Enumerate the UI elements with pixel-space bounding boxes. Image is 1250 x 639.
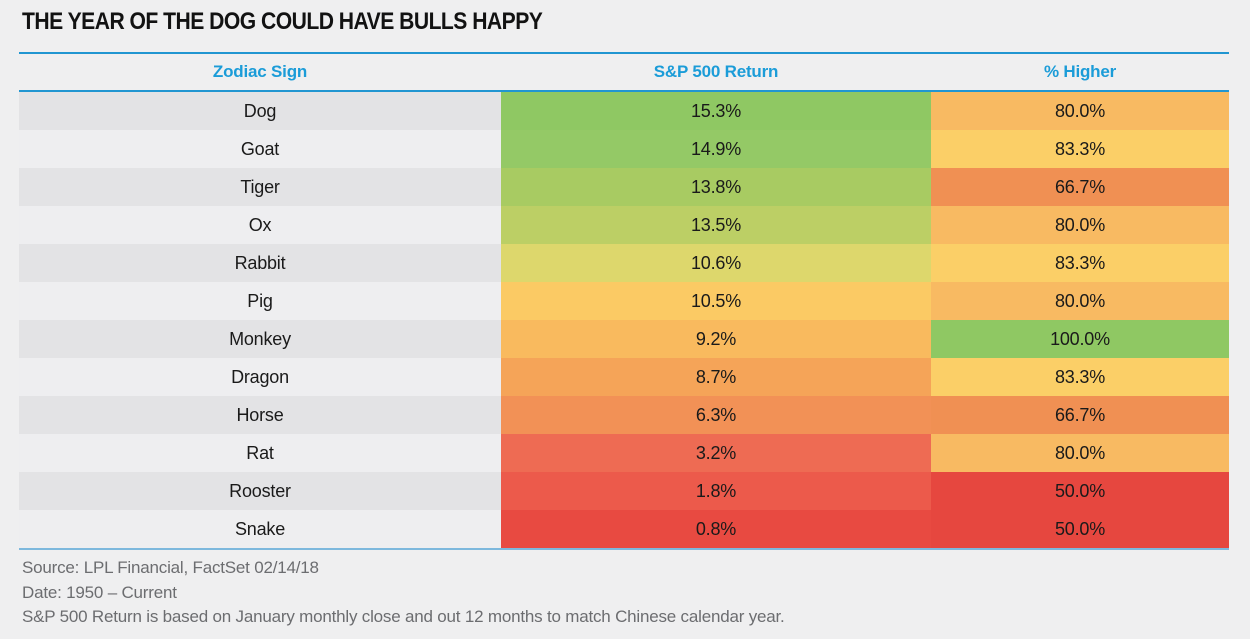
sp500-return-cell: 13.5% <box>501 206 931 244</box>
date-note: Date: 1950 – Current <box>22 582 177 602</box>
zodiac-sign-cell: Rabbit <box>19 244 501 282</box>
sp500-return-cell: 8.7% <box>501 358 931 396</box>
pct-higher-cell: 83.3% <box>931 358 1229 396</box>
pct-higher-cell: 100.0% <box>931 320 1229 358</box>
sp500-return-cell: 9.2% <box>501 320 931 358</box>
page-title: THE YEAR OF THE DOG COULD HAVE BULLS HAP… <box>22 8 543 35</box>
table-row: Rabbit 10.6% 83.3% <box>19 244 1229 282</box>
zodiac-sign-cell: Horse <box>19 396 501 434</box>
zodiac-sign-cell: Pig <box>19 282 501 320</box>
footer-notes: Source: LPL Financial, FactSet 02/14/18 … <box>22 556 785 630</box>
pct-higher-cell: 50.0% <box>931 472 1229 510</box>
methodology-note: S&P 500 Return is based on January month… <box>22 607 785 626</box>
table-header-row: Zodiac Sign S&P 500 Return % Higher <box>19 54 1229 90</box>
sp500-return-cell: 14.9% <box>501 130 931 168</box>
table-row: Snake 0.8% 50.0% <box>19 510 1229 548</box>
table-row: Pig 10.5% 80.0% <box>19 282 1229 320</box>
zodiac-returns-table: Zodiac Sign S&P 500 Return % Higher Dog 1… <box>19 52 1229 550</box>
zodiac-sign-cell: Snake <box>19 510 501 548</box>
zodiac-sign-cell: Monkey <box>19 320 501 358</box>
table-row: Tiger 13.8% 66.7% <box>19 168 1229 206</box>
zodiac-sign-cell: Tiger <box>19 168 501 206</box>
pct-higher-cell: 66.7% <box>931 168 1229 206</box>
sp500-return-cell: 1.8% <box>501 472 931 510</box>
table-row: Goat 14.9% 83.3% <box>19 130 1229 168</box>
header-rule <box>19 90 1229 92</box>
zodiac-sign-cell: Dog <box>19 92 501 130</box>
pct-higher-cell: 80.0% <box>931 282 1229 320</box>
source-note: Source: LPL Financial, FactSet 02/14/18 <box>22 558 319 577</box>
top-rule <box>19 52 1229 54</box>
zodiac-sign-cell: Rat <box>19 434 501 472</box>
zodiac-sign-cell: Ox <box>19 206 501 244</box>
table-row: Rooster 1.8% 50.0% <box>19 472 1229 510</box>
sp500-return-cell: 10.6% <box>501 244 931 282</box>
pct-higher-cell: 83.3% <box>931 244 1229 282</box>
sp500-return-cell: 6.3% <box>501 396 931 434</box>
pct-higher-cell: 80.0% <box>931 92 1229 130</box>
table-row: Monkey 9.2% 100.0% <box>19 320 1229 358</box>
table-row: Dog 15.3% 80.0% <box>19 92 1229 130</box>
table-row: Ox 13.5% 80.0% <box>19 206 1229 244</box>
pct-higher-cell: 50.0% <box>931 510 1229 548</box>
zodiac-sign-cell: Dragon <box>19 358 501 396</box>
column-header-zodiac-sign: Zodiac Sign <box>212 62 308 81</box>
zodiac-sign-cell: Rooster <box>19 472 501 510</box>
table-row: Dragon 8.7% 83.3% <box>19 358 1229 396</box>
column-header-pct-higher: % Higher <box>1043 62 1117 81</box>
table-row: Rat 3.2% 80.0% <box>19 434 1229 472</box>
table-row: Horse 6.3% 66.7% <box>19 396 1229 434</box>
table-body: Dog 15.3% 80.0% Goat 14.9% 83.3% Tiger 13.8% 66.… <box>19 92 1229 548</box>
sp500-return-cell: 0.8% <box>501 510 931 548</box>
pct-higher-cell: 83.3% <box>931 130 1229 168</box>
pct-higher-cell: 80.0% <box>931 206 1229 244</box>
zodiac-sign-cell: Goat <box>19 130 501 168</box>
pct-higher-cell: 66.7% <box>931 396 1229 434</box>
sp500-return-cell: 3.2% <box>501 434 931 472</box>
sp500-return-cell: 15.3% <box>501 92 931 130</box>
sp500-return-cell: 10.5% <box>501 282 931 320</box>
bottom-rule <box>19 548 1229 550</box>
pct-higher-cell: 80.0% <box>931 434 1229 472</box>
sp500-return-cell: 13.8% <box>501 168 931 206</box>
column-header-sp500-return: S&P 500 Return <box>653 62 779 81</box>
